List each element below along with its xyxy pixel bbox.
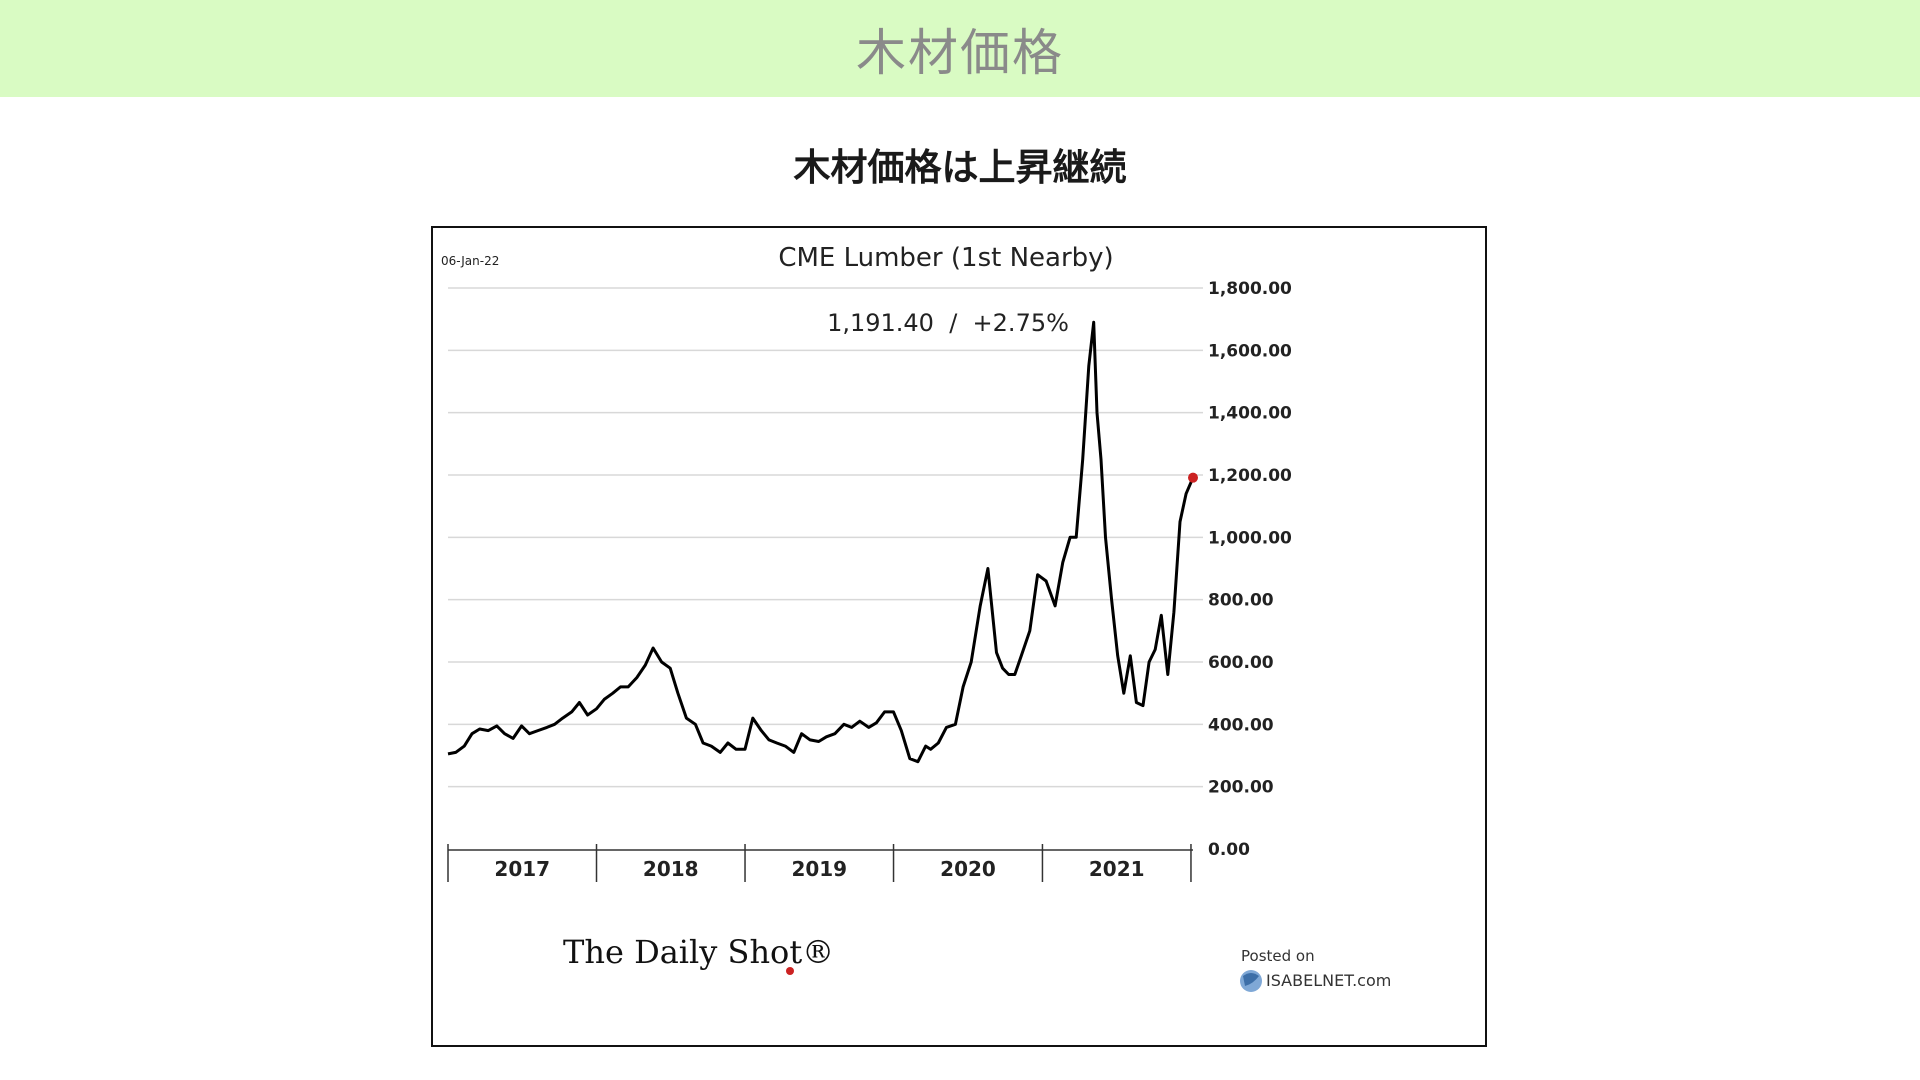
y-tick-label: 1,600.00 xyxy=(1208,341,1292,361)
y-tick-label: 400.00 xyxy=(1208,715,1274,735)
posted-on-label: Posted on xyxy=(1241,947,1315,965)
chart-frame: 0.00 200.00 400.00 600.00 800.00 1,000.00 1,20… xyxy=(431,226,1487,1047)
x-tick-label: 2017 xyxy=(494,857,550,881)
y-tick-label: 1,200.00 xyxy=(1208,466,1292,486)
series-line-lumber xyxy=(447,320,1195,764)
page-subtitle: 木材価格は上昇継続 xyxy=(793,146,1127,189)
chart-title: CME Lumber (1st Nearby) xyxy=(778,243,1113,273)
header-banner: 木材価格 xyxy=(0,0,1920,97)
x-axis: 2017 2018 2019 2020 2021 xyxy=(447,844,1193,882)
banner-title: 木材価格 xyxy=(856,23,1064,82)
y-axis-ticks: 0.00 200.00 400.00 600.00 800.00 1,000.00 1,20… xyxy=(1208,279,1292,860)
y-tick-label: 200.00 xyxy=(1208,778,1274,798)
y-tick-label: 1,400.00 xyxy=(1208,404,1292,424)
x-tick-label: 2021 xyxy=(1089,857,1145,881)
y-tick-label: 1,800.00 xyxy=(1208,279,1292,299)
chart-last-value-label: 1,191.40 / +2.75% xyxy=(827,309,1069,337)
source-logo-dot xyxy=(786,967,794,975)
y-tick-label: 800.00 xyxy=(1208,591,1274,611)
x-tick-label: 2020 xyxy=(940,857,996,881)
globe-icon xyxy=(1240,970,1262,992)
y-tick-label: 1,000.00 xyxy=(1208,528,1292,548)
posted-site-label: ISABELNET.com xyxy=(1266,971,1391,990)
last-value-marker xyxy=(1188,472,1198,483)
chart-date-label: 06-Jan-22 xyxy=(441,254,499,268)
x-tick-label: 2019 xyxy=(791,857,847,881)
y-tick-label: 600.00 xyxy=(1208,653,1274,673)
x-tick-label: 2018 xyxy=(643,857,699,881)
chart-gridlines xyxy=(448,287,1203,788)
y-tick-label: 0.00 xyxy=(1208,840,1250,860)
lumber-price-chart: 0.00 200.00 400.00 600.00 800.00 1,000.00 1,20… xyxy=(441,243,1391,992)
source-logo: The Daily Shot® xyxy=(563,933,834,971)
